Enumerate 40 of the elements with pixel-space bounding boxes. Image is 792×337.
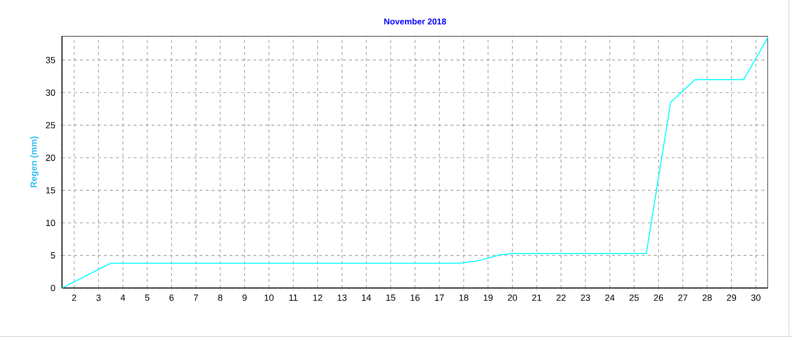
x-tick-label: 10 (264, 294, 274, 301)
y-axis-title: Regen (mm) (30, 136, 39, 188)
x-tick-label: 23 (580, 294, 590, 301)
x-tick-label: 27 (678, 294, 688, 301)
y-tick-label: 30 (46, 89, 56, 96)
x-tick-label: 6 (170, 294, 174, 301)
y-tick-label: 10 (46, 220, 56, 226)
x-tick-label: 14 (362, 294, 372, 301)
x-tick-label: 11 (289, 294, 298, 301)
x-tick-label: 15 (386, 294, 396, 301)
x-tick-label: 25 (630, 294, 639, 301)
x-tick-label: 30 (751, 294, 760, 301)
y-tick-label: 5 (50, 252, 56, 259)
x-tick-label: 24 (605, 294, 614, 301)
line-series (62, 36, 768, 288)
x-tick-label: 18 (459, 294, 468, 301)
x-tick-label: 5 (145, 294, 150, 301)
x-tick-label: 7 (194, 294, 198, 301)
x-tick-label: 3 (96, 294, 101, 301)
x-tick-label: 17 (435, 294, 444, 301)
x-tick-label: 29 (726, 294, 736, 301)
x-tick-label: 2 (72, 294, 76, 301)
x-tick-label: 19 (484, 294, 493, 301)
x-tick-label: 9 (242, 294, 247, 301)
x-tick-label: 26 (654, 294, 664, 301)
y-tick-label: 15 (46, 187, 56, 194)
x-tick-label: 12 (313, 294, 322, 301)
x-tick-label: 28 (702, 294, 712, 301)
x-tick-label: 21 (532, 294, 542, 301)
x-tick-label: 16 (410, 294, 420, 301)
y-tick-label: 0 (50, 284, 56, 292)
y-tick-label: 35 (46, 56, 56, 64)
x-tick-label: 20 (508, 294, 518, 301)
x-tick-label: 13 (338, 294, 347, 301)
y-tick-label: 25 (46, 122, 56, 128)
y-tick-label: 20 (46, 154, 56, 161)
x-tick-label: 22 (556, 294, 566, 301)
x-tick-label: 8 (218, 294, 222, 301)
x-tick-label: 4 (120, 294, 126, 301)
chart-title: November 2018 (384, 18, 446, 24)
